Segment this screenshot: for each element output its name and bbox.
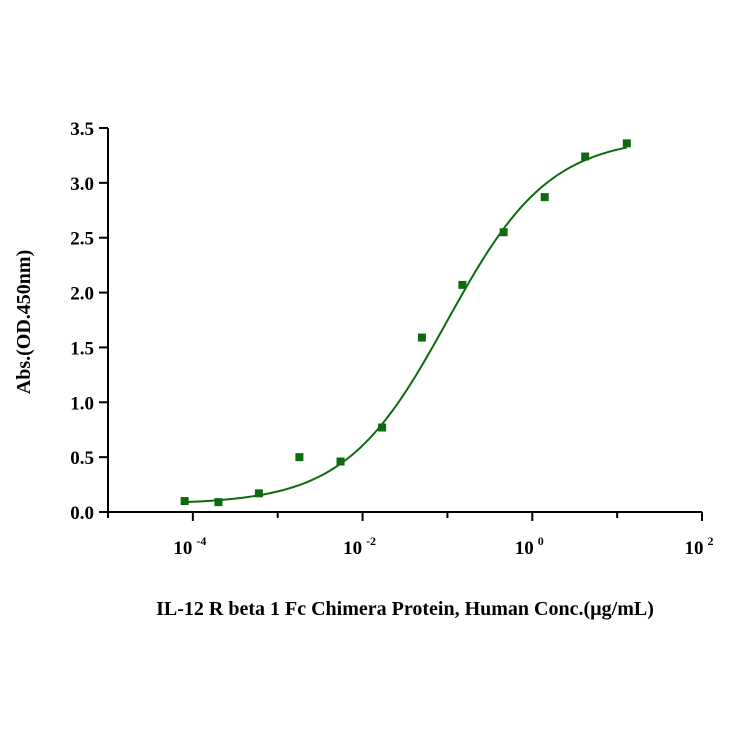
- data-point: [336, 457, 345, 466]
- y-tick-label: 2.0: [70, 284, 94, 305]
- data-points-layer: [180, 139, 631, 507]
- x-tick-exponent: 2: [708, 534, 714, 548]
- y-tick-label: 2.5: [70, 229, 94, 250]
- data-point: [295, 453, 304, 462]
- data-point: [378, 423, 387, 432]
- y-tick-label: 1.5: [70, 338, 94, 359]
- y-axis-title: Abs.(OD.450nm): [13, 250, 35, 394]
- x-tick-label: 10 -4: [173, 534, 206, 559]
- data-point: [254, 489, 263, 498]
- data-point: [540, 193, 549, 202]
- data-point: [214, 498, 223, 507]
- data-point: [417, 333, 426, 342]
- fit-curve-layer: [184, 146, 628, 504]
- x-tick-base: 10: [515, 538, 534, 559]
- y-tick-label: 1.0: [70, 393, 94, 414]
- y-tick-label: 0.0: [70, 503, 94, 524]
- fit-curve: [184, 146, 628, 504]
- axes: 0.0 0.5 1.0 1.5 2.0 2.5 3.0 3.5 10 -4 10 -2 10 0 10 2: [70, 119, 713, 559]
- x-tick-label: 10 0: [515, 534, 544, 559]
- x-tick-base: 10: [173, 538, 192, 559]
- x-tick-label: 10 -2: [343, 534, 376, 559]
- x-tick-label: 10 2: [685, 534, 714, 559]
- y-tick-label: 3.0: [70, 174, 94, 195]
- data-point: [458, 280, 467, 289]
- x-tick-exponent: -2: [366, 534, 376, 548]
- x-tick-base: 10: [343, 538, 362, 559]
- x-tick-base: 10: [685, 538, 704, 559]
- data-point: [581, 152, 590, 161]
- data-point: [499, 228, 508, 237]
- data-point: [622, 139, 631, 148]
- x-tick-exponent: 0: [538, 534, 544, 548]
- x-axis-title: IL-12 R beta 1 Fc Chimera Protein, Human…: [156, 598, 654, 620]
- data-point: [180, 497, 189, 506]
- x-tick-exponent: -4: [196, 534, 206, 548]
- y-tick-label: 3.5: [70, 119, 94, 140]
- y-tick-label: 0.5: [70, 448, 94, 469]
